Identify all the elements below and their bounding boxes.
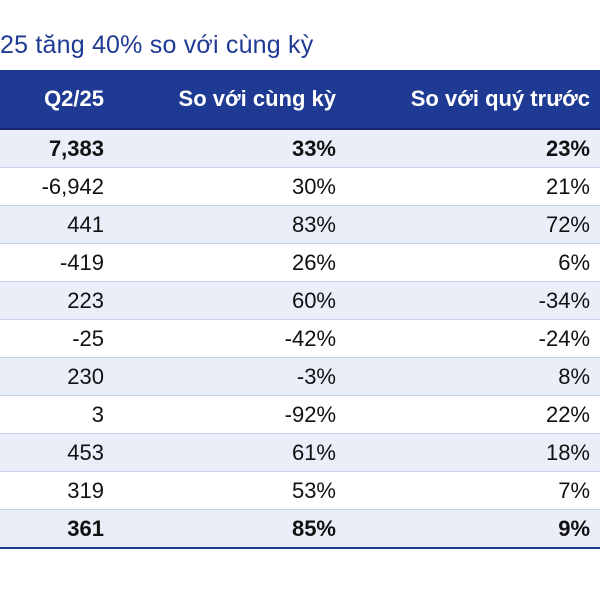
cell-yoy: 61% <box>291 439 336 465</box>
cell-yoy: 33% <box>291 135 336 161</box>
table-header: Q2/25 So với cùng kỳ So với quý trước <box>0 70 600 130</box>
cell-yoy: 53% <box>291 477 336 503</box>
data-table: Q2/25 So với cùng kỳ So với quý trước 7,… <box>0 70 600 549</box>
cell-qoq: -34% <box>538 287 590 313</box>
table-row: -25 -42% -24% <box>0 320 600 358</box>
table-row: -419 26% 6% <box>0 244 600 282</box>
cell-yoy: 85% <box>291 515 336 541</box>
table-title: 25 tăng 40% so với cùng kỳ <box>0 31 314 59</box>
cell-q2-25: 3 <box>91 401 104 427</box>
cell-qoq: 8% <box>558 363 590 389</box>
cell-q2-25: 361 <box>67 515 104 541</box>
cell-qoq: 72% <box>545 211 590 237</box>
header-qoq: So với quý trước <box>410 86 590 111</box>
cell-yoy: -92% <box>284 401 336 427</box>
cell-q2-25: -25 <box>72 325 104 351</box>
cell-qoq: 9% <box>558 515 590 541</box>
cell-yoy: 26% <box>291 249 336 275</box>
cell-qoq: 23% <box>545 135 590 161</box>
cell-yoy: 60% <box>291 287 336 313</box>
cell-qoq: -24% <box>538 325 590 351</box>
cell-q2-25: 319 <box>67 477 104 503</box>
table-row: 361 85% 9% <box>0 510 600 549</box>
cell-yoy: 30% <box>291 173 336 199</box>
cell-q2-25: 453 <box>67 439 104 465</box>
cell-q2-25: -6,942 <box>41 173 104 199</box>
cell-yoy: -3% <box>296 363 336 389</box>
cell-qoq: 7% <box>558 477 590 503</box>
cell-q2-25: 441 <box>67 211 104 237</box>
table-row: 223 60% -34% <box>0 282 600 320</box>
table-row: 7,383 33% 23% <box>0 130 600 168</box>
cell-q2-25: -419 <box>59 249 104 275</box>
header-q2-25: Q2/25 <box>44 86 104 111</box>
table-row: 453 61% 18% <box>0 434 600 472</box>
cell-qoq: 21% <box>545 173 590 199</box>
cell-yoy: 83% <box>291 211 336 237</box>
table-row: 441 83% 72% <box>0 206 600 244</box>
cell-qoq: 18% <box>545 439 590 465</box>
cell-q2-25: 7,383 <box>48 135 104 161</box>
header-yoy: So với cùng kỳ <box>178 86 336 111</box>
cell-qoq: 22% <box>545 401 590 427</box>
table-row: 3 -92% 22% <box>0 396 600 434</box>
cell-yoy: -42% <box>284 325 336 351</box>
cell-qoq: 6% <box>558 249 590 275</box>
table-row: -6,942 30% 21% <box>0 168 600 206</box>
table-row: 230 -3% 8% <box>0 358 600 396</box>
cell-q2-25: 230 <box>67 363 104 389</box>
cell-q2-25: 223 <box>67 287 104 313</box>
table-row: 319 53% 7% <box>0 472 600 510</box>
